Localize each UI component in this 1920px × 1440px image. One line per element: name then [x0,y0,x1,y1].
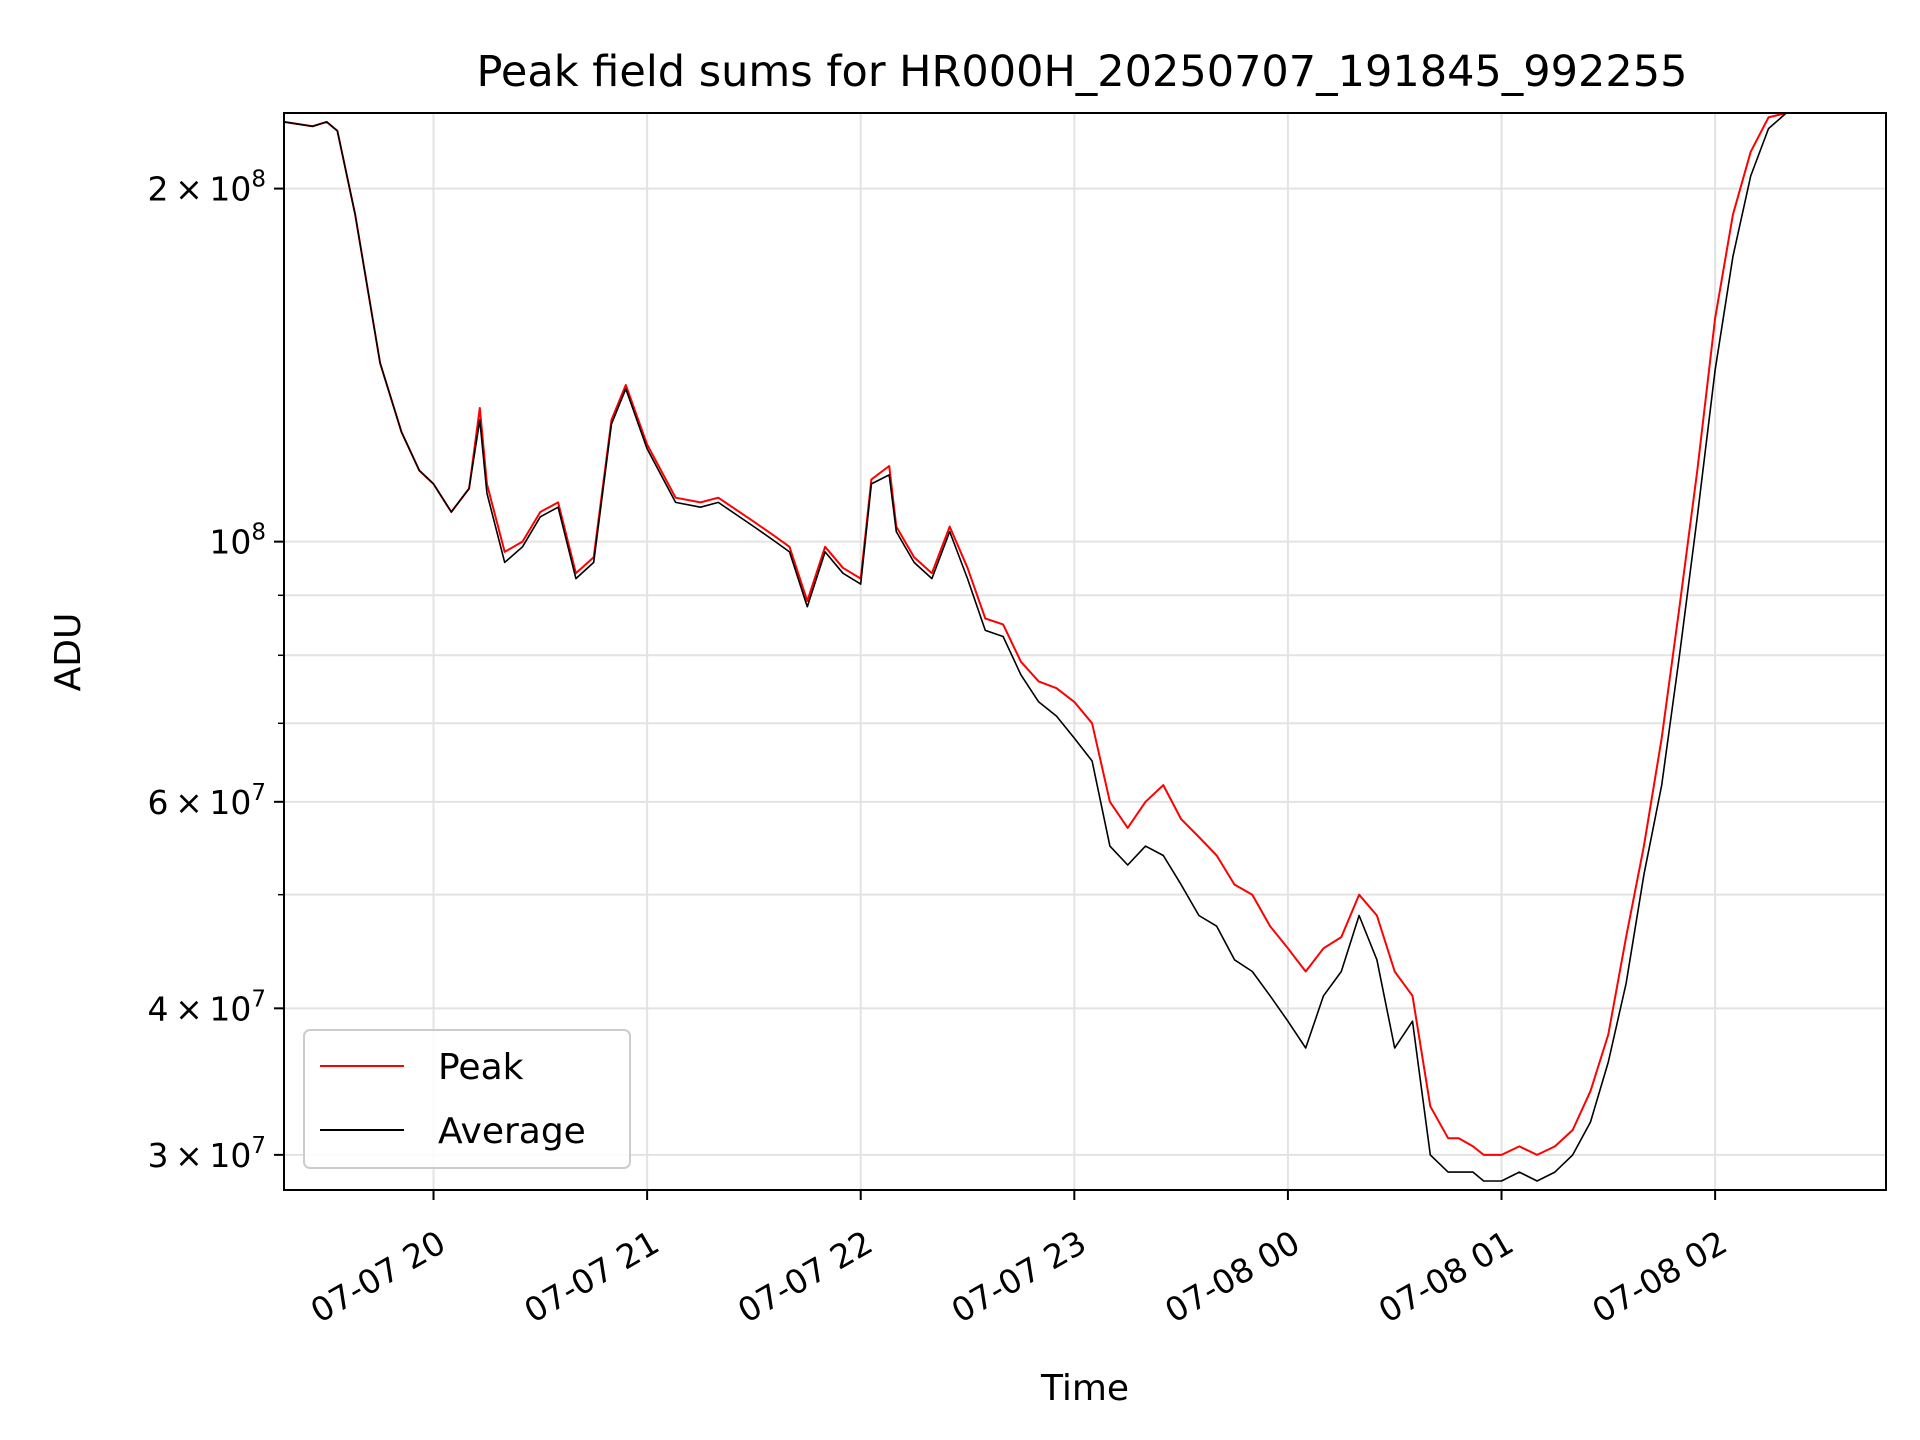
y-tick-label: 3 × 107 [148,1133,266,1175]
y-tick-label: 2 × 108 [148,167,266,209]
legend-label-peak: Peak [438,1047,524,1088]
x-axis-label: Time [1040,1368,1129,1409]
chart-title: Peak field sums for HR000H_20250707_1918… [477,47,1688,97]
legend-label-average: Average [438,1111,586,1152]
legend: Peak Average [303,1029,631,1169]
legend-box [303,1029,631,1169]
y-tick-label: 108 [209,520,266,562]
series-line-average [283,112,1886,1182]
series-line-peak [283,112,1886,1156]
plot-frame [283,112,1887,1191]
y-tick-label: 4 × 107 [148,986,266,1028]
y-axis: 3 × 107 4 × 107 6 × 107 108 2 × 108 [148,167,284,1175]
y-axis-label: ADU [48,613,89,692]
series-layer [283,112,1886,1182]
y-tick-label: 6 × 107 [148,780,266,822]
